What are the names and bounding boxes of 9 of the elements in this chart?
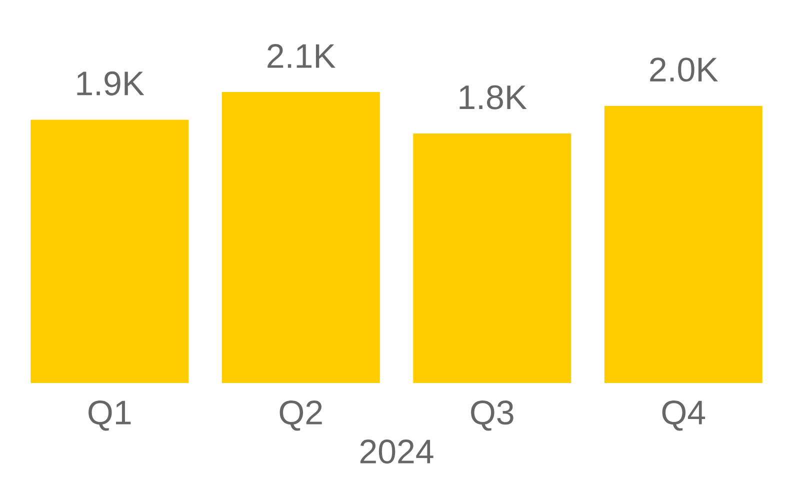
- x-tick-label: Q2: [280, 400, 322, 431]
- data-label: 2.1K: [268, 44, 336, 68]
- x-tick-label: Q1: [88, 400, 131, 431]
- data-label: 1.9K: [77, 71, 144, 96]
- x-tick-label: Q4: [662, 400, 706, 431]
- data-label: 2.0K: [650, 58, 718, 82]
- x-tick-label: Q3: [471, 400, 514, 431]
- data-label: 1.8K: [460, 85, 527, 110]
- x-axis-title: 2024: [360, 440, 434, 464]
